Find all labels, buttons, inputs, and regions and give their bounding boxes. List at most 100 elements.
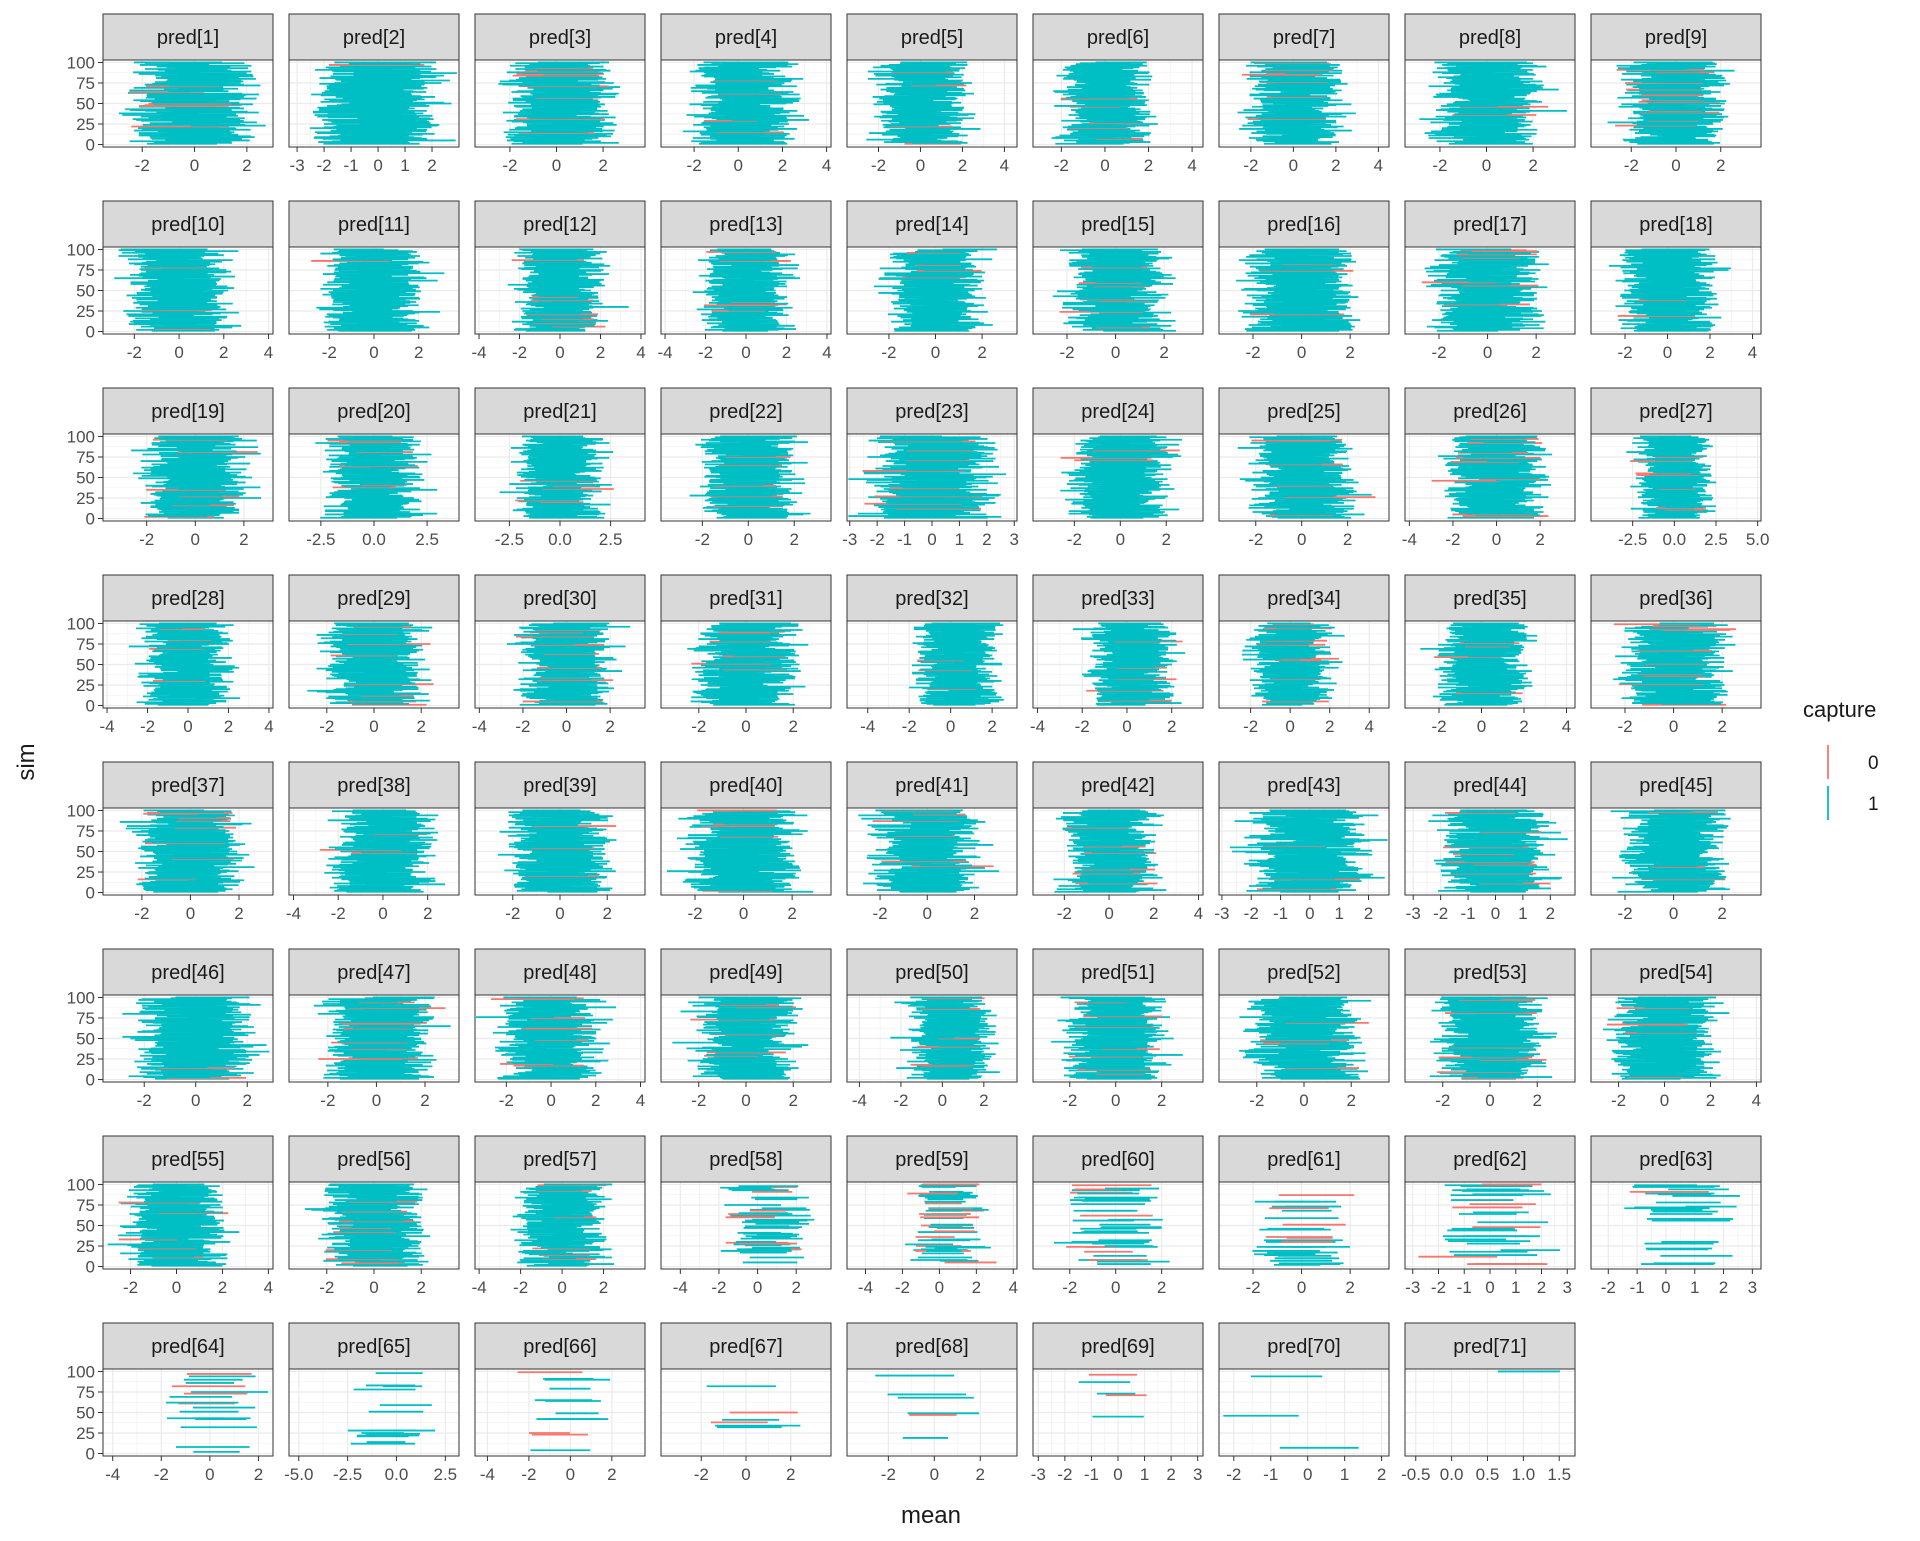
y-tick-label: 25: [76, 489, 95, 508]
facet-label: pred[38]: [337, 775, 410, 797]
y-tick-label: 25: [76, 115, 95, 134]
x-tick-label: 0: [1669, 717, 1678, 736]
x-tick-label: 0: [946, 717, 955, 736]
x-tick-label: 4: [1374, 156, 1383, 175]
x-tick-label: -2: [698, 343, 713, 362]
x-tick-label: 2: [1325, 717, 1334, 736]
x-tick-label: 2: [778, 156, 787, 175]
x-tick-label: 2: [782, 343, 791, 362]
y-tick-label: 75: [76, 822, 95, 841]
x-tick-label: -4: [657, 343, 672, 362]
x-tick-label: 0: [1100, 156, 1109, 175]
x-tick-label: -2: [1243, 156, 1258, 175]
x-tick-label: -4: [860, 717, 875, 736]
x-tick-label: -2: [881, 343, 896, 362]
x-tick-label: 2: [239, 530, 248, 549]
x-tick-label: 2.5: [415, 530, 439, 549]
y-tick-label: 75: [76, 261, 95, 280]
x-tick-label: 4: [264, 343, 273, 362]
x-tick-label: -3: [842, 530, 857, 549]
x-tick-label: -2: [871, 156, 886, 175]
facet-label: pred[5]: [901, 27, 963, 49]
x-tick-label: 0: [174, 343, 183, 362]
facet-label: pred[31]: [709, 588, 782, 610]
y-tick-label: 50: [76, 843, 95, 862]
x-tick-label: -2: [135, 156, 150, 175]
y-tick-label: 25: [76, 863, 95, 882]
x-tick-label: -2: [1067, 530, 1082, 549]
facet-label: pred[30]: [523, 588, 596, 610]
x-tick-label: 3: [1010, 530, 1019, 549]
x-tick-label: 0.0: [362, 530, 386, 549]
x-tick-label: 0: [744, 530, 753, 549]
x-tick-label: 2: [1519, 717, 1528, 736]
x-tick-label: 2: [1535, 530, 1544, 549]
x-tick-label: -2: [691, 717, 706, 736]
x-tick-label: 1: [400, 156, 409, 175]
x-tick-label: -1: [344, 156, 359, 175]
x-tick-label: 0: [1122, 717, 1131, 736]
x-tick-label: -2: [1624, 156, 1639, 175]
facet-label: pred[11]: [338, 214, 410, 236]
facet-label: pred[16]: [1267, 214, 1340, 236]
facet-label: pred[36]: [1639, 588, 1712, 610]
x-tick-label: 0: [1297, 530, 1306, 549]
x-tick-label: 2: [242, 156, 251, 175]
facet-label: pred[29]: [337, 588, 410, 610]
x-tick-label: -4: [472, 717, 487, 736]
y-tick-label: 25: [76, 302, 95, 321]
x-tick-label: 0: [1116, 530, 1125, 549]
x-tick-label: 2: [598, 156, 607, 175]
x-tick-label: 2: [234, 904, 243, 923]
x-tick-label: 0: [1285, 717, 1294, 736]
x-tick-label: 0: [191, 530, 200, 549]
x-tick-label: -4: [99, 717, 114, 736]
x-tick-label: 0.0: [548, 530, 572, 549]
facet-label: pred[37]: [151, 775, 224, 797]
x-tick-label: 0: [927, 530, 936, 549]
facet-label: pred[34]: [1267, 588, 1340, 610]
x-tick-label: 2: [982, 530, 991, 549]
y-tick-label: 0: [86, 136, 95, 155]
x-tick-label: 0: [562, 717, 571, 736]
x-tick-label: -2: [1243, 717, 1258, 736]
x-tick-label: 0: [1483, 343, 1492, 362]
y-tick-label: 100: [67, 53, 95, 72]
x-tick-label: -2: [134, 904, 149, 923]
facet-label: pred[17]: [1453, 214, 1526, 236]
x-tick-label: 2: [1167, 717, 1176, 736]
x-tick-label: -2: [1054, 156, 1069, 175]
x-tick-label: 0: [369, 717, 378, 736]
y-tick-label: 75: [76, 74, 95, 93]
x-tick-label: -2: [127, 343, 142, 362]
facet-label: pred[24]: [1081, 401, 1154, 423]
y-tick-label: 0: [86, 884, 95, 903]
y-tick-label: 0: [86, 697, 95, 716]
x-tick-label: 4: [636, 343, 645, 362]
x-tick-label: -2: [870, 530, 885, 549]
x-tick-label: 2: [1705, 343, 1714, 362]
x-tick-label: 2: [414, 343, 423, 362]
y-tick-label: 25: [76, 676, 95, 695]
x-tick-label: -2: [1445, 530, 1460, 549]
x-tick-label: -2: [1617, 343, 1632, 362]
x-tick-label: 2: [416, 717, 425, 736]
x-tick-label: -2: [695, 530, 710, 549]
x-tick-label: 5.0: [1746, 530, 1770, 549]
y-tick-label: 50: [76, 469, 95, 488]
